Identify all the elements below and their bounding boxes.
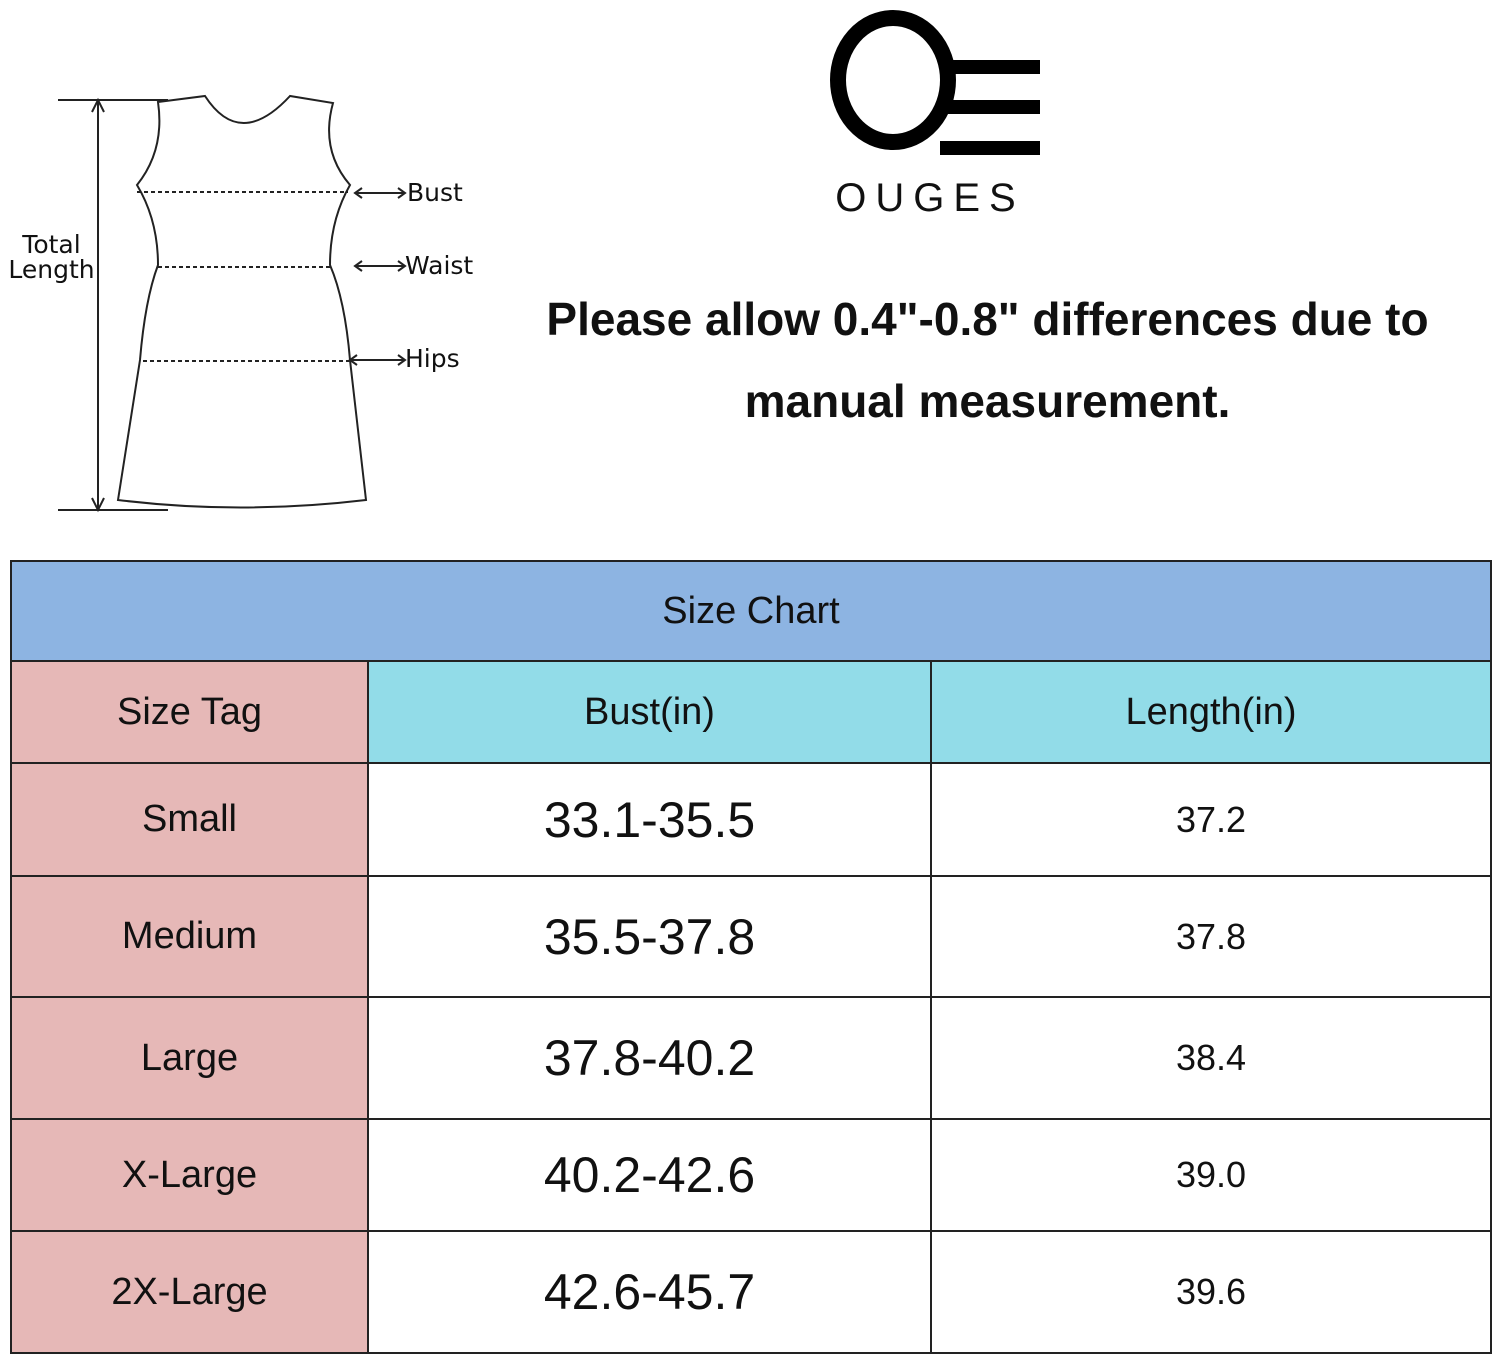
- bust-label: Bust: [407, 178, 463, 207]
- size-table: Size Chart Size Tag Bust(in) Length(in) …: [9, 560, 1493, 1354]
- table-cell: Small: [10, 762, 369, 877]
- table-cell: 39.0: [929, 1118, 1493, 1232]
- table-cell: Large: [10, 996, 369, 1120]
- table-cell: 42.6-45.7: [367, 1230, 932, 1354]
- measurement-note: Please allow 0.4"-0.8" differences due t…: [546, 293, 1429, 427]
- table-cell: 40.2-42.6: [367, 1118, 932, 1232]
- table-cell: 2X-Large: [10, 1230, 369, 1354]
- total-length-label: Total Length: [8, 230, 95, 284]
- table-cell: 37.8-40.2: [367, 996, 932, 1120]
- table-cell: Medium: [10, 875, 369, 998]
- hips-label: Hips: [405, 344, 460, 373]
- header-cell: Bust(in): [367, 660, 932, 764]
- table-cell: X-Large: [10, 1118, 369, 1232]
- header-cell: Size Tag: [10, 660, 369, 764]
- logo-mark: [830, 10, 1040, 155]
- table-cell: 39.6: [929, 1230, 1493, 1354]
- table-cell: 37.2: [929, 762, 1493, 877]
- header-cell: Length(in): [929, 660, 1493, 764]
- table-cell: 33.1-35.5: [367, 762, 932, 877]
- brand-name: OUGES: [835, 176, 1025, 220]
- table-cell: 35.5-37.8: [367, 875, 932, 998]
- table-cell: 37.8: [929, 875, 1493, 998]
- dress-diagram: [58, 94, 407, 513]
- table-cell: 38.4: [929, 996, 1493, 1120]
- table-title: Size Chart: [9, 560, 1493, 662]
- waist-label: Waist: [405, 251, 474, 280]
